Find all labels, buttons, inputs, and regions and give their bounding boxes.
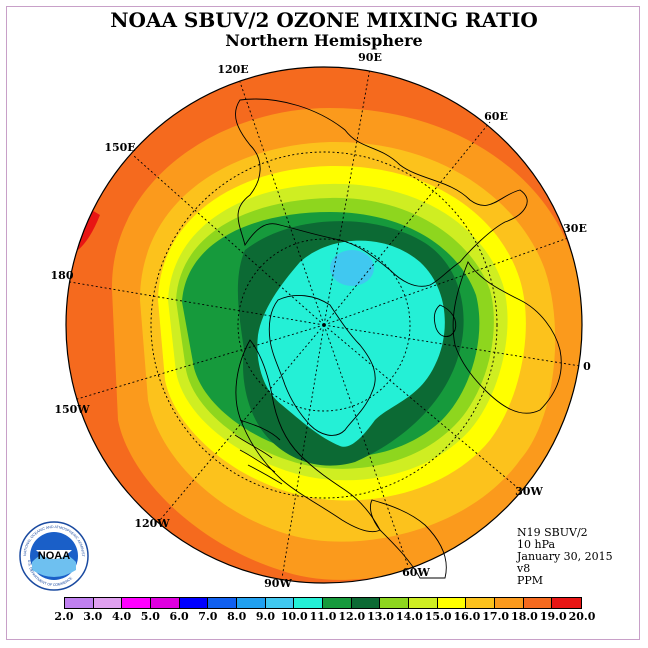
- coast-north-america: [235, 339, 381, 533]
- lon-label-90e: 90E: [358, 51, 382, 64]
- colorbar-label: 15.0: [424, 610, 452, 623]
- colorbar-label: 18.0: [511, 610, 538, 623]
- meridian-60e: [323, 121, 491, 326]
- colorbar-swatch: [466, 598, 496, 608]
- colorbar-label: 7.0: [198, 610, 218, 623]
- map-title: NOAA SBUV/2 OZONE MIXING RATIO: [110, 8, 538, 32]
- meridian-60w: [323, 324, 409, 567]
- lon-label-180: 180: [51, 269, 74, 282]
- colorbar-swatch: [351, 598, 381, 608]
- colorbar-label: 19.0: [539, 610, 567, 623]
- coast-eurasia: [235, 98, 528, 287]
- colorbar-swatch: [265, 598, 295, 608]
- colorbar-swatch: [437, 598, 467, 608]
- colorbar-label: 6.0: [169, 610, 189, 623]
- colorbar-swatch: [409, 598, 438, 608]
- lon-label-120w: 120W: [134, 517, 170, 530]
- contour-band-8: [330, 250, 374, 286]
- lon-label-90w: 90W: [264, 577, 292, 590]
- lon-label-0: 0: [583, 360, 591, 373]
- info-units: PPM: [517, 574, 544, 587]
- colorbar-label: 9.0: [255, 610, 276, 623]
- colorbar-label: 4.0: [111, 610, 132, 623]
- colorbar-swatch: [237, 598, 266, 608]
- info-instrument: N19 SBUV/2: [517, 526, 588, 539]
- meridian-150e: [133, 155, 325, 326]
- page-frame: [6, 6, 640, 640]
- colorbar-label: 8.0: [227, 610, 247, 623]
- longitude-labels: 90E 60E 30E 0 30W 60W 90W 120W 150W 180 …: [51, 51, 592, 590]
- meridian-30w: [323, 324, 519, 489]
- coast-scandinavia: [433, 304, 457, 337]
- globe-outline: [65, 66, 583, 584]
- lon-label-150e: 150E: [104, 141, 135, 154]
- latitude-circle-30n: [150, 151, 498, 499]
- lon-label-60e: 60E: [484, 110, 508, 123]
- colorbar-swatch: [523, 598, 553, 608]
- info-version: v8: [517, 562, 531, 575]
- colorbar-label: 2.0: [54, 610, 74, 623]
- logo-wave: [32, 551, 76, 577]
- coast-south-america: [369, 499, 447, 579]
- info-block: N19 SBUV/2 10 hPa January 30, 2015 v8 PP…: [517, 527, 613, 587]
- us-state-borders: [234, 419, 283, 485]
- colorbar-label: 3.0: [83, 610, 103, 623]
- lon-label-30w: 30W: [515, 485, 543, 498]
- colorbar-swatch: [552, 598, 582, 608]
- noaa-logo: NOAA NATIONAL OCEANIC AND ATMOSPHERIC AD…: [18, 520, 89, 591]
- colorbar-swatch: [93, 598, 123, 608]
- coast-europe-africa: [452, 261, 562, 414]
- colorbar-label: 17.0: [482, 610, 510, 623]
- colorbar-swatch: [179, 598, 209, 608]
- colorbar-label: 16.0: [453, 610, 481, 623]
- logo-text: NOAA: [38, 550, 70, 562]
- colorbar-label: 12.0: [338, 610, 366, 623]
- colorbar-label: 14.0: [395, 610, 423, 623]
- colorbar-swatch: [208, 598, 238, 608]
- info-level: 10 hPa: [517, 538, 556, 551]
- lon-label-150w: 150W: [54, 403, 90, 416]
- meridian-150w: [73, 324, 325, 401]
- colorbar-swatch: [323, 598, 352, 608]
- lon-label-120e: 120E: [217, 63, 248, 76]
- lon-label-30e: 30E: [563, 222, 587, 235]
- meridian-90e: [323, 67, 371, 326]
- colorbar-label: 5.0: [140, 610, 160, 623]
- colorbar-label: 13.0: [367, 610, 394, 623]
- colorbar-swatch: [495, 598, 524, 608]
- graticule: [69, 67, 581, 579]
- meridian-0: [323, 324, 581, 367]
- coast-greenland: [268, 294, 376, 436]
- colorbar: [64, 597, 582, 609]
- contour-band-9: [257, 240, 445, 447]
- colorbar-swatch: [380, 598, 410, 608]
- colorbar-swatch: [294, 598, 324, 608]
- latitude-circle-60n: [237, 238, 411, 412]
- info-date: January 30, 2015: [517, 550, 613, 563]
- colorbar-swatch: [122, 598, 152, 608]
- coastlines: [234, 98, 562, 579]
- colorbar-label: 10.0: [280, 610, 308, 623]
- colorbar-label: 20.0: [568, 610, 596, 623]
- map-subtitle: Northern Hemisphere: [225, 31, 423, 50]
- logo-bird: [36, 550, 72, 559]
- colorbar-label: 11.0: [309, 610, 337, 623]
- lon-label-60w: 60W: [402, 566, 430, 579]
- colorbar-swatch: [151, 598, 180, 608]
- colorbar-swatch: [65, 598, 94, 608]
